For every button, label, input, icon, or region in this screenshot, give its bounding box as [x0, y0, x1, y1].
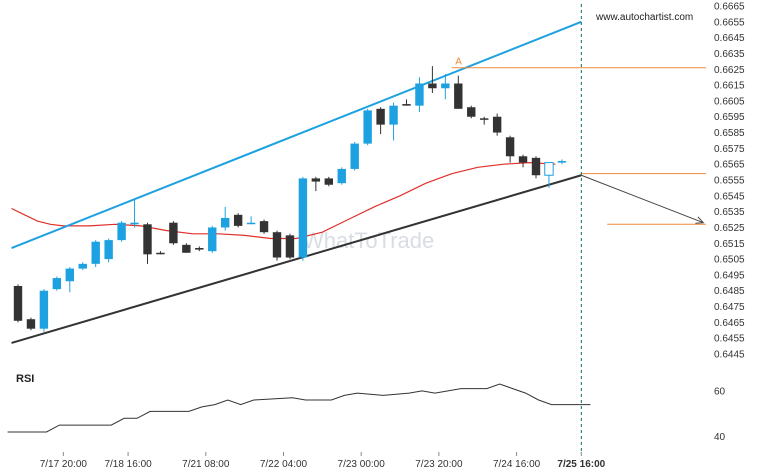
price-tick-label: 0.6555 — [714, 176, 745, 187]
price-tick-label: 0.6565 — [714, 160, 745, 171]
candle-body — [480, 118, 489, 120]
candle-body — [415, 83, 424, 106]
channel-layer — [11, 20, 582, 344]
levels-layer — [451, 67, 706, 225]
forecast-arrow-line — [581, 174, 704, 224]
candle-body — [259, 221, 269, 233]
pattern-point-label: A — [455, 57, 462, 68]
candle-body — [78, 263, 87, 269]
forecast-arrow-head — [695, 216, 705, 224]
candle-body — [285, 235, 295, 258]
moving-average-line — [11, 161, 556, 240]
rsi-tick-label: 40 — [714, 432, 726, 443]
price-axis: 0.6665 0.6655 0.6645 0.6635 0.6625 0.6615 0.66… — [714, 2, 745, 361]
price-tick-label: 0.6465 — [714, 318, 745, 329]
candle-body — [337, 168, 346, 184]
price-tick-label: 0.6625 — [714, 65, 745, 76]
candles-layer — [13, 66, 567, 332]
candle-body — [272, 232, 282, 258]
price-tick-label: 0.6605 — [714, 96, 745, 107]
price-tick-label: 0.6515 — [714, 239, 745, 250]
candle-body — [26, 319, 36, 329]
candle-body — [91, 241, 100, 264]
candle-body — [350, 143, 359, 169]
candle-body — [13, 285, 23, 321]
candle-body — [117, 222, 126, 241]
price-tick-label: 0.6595 — [714, 112, 745, 123]
candle-body — [182, 244, 191, 253]
time-tick-label: 7/21 08:00 — [182, 459, 230, 470]
time-tick-label: 7/23 20:00 — [415, 459, 463, 470]
candle-body — [531, 157, 541, 176]
price-tick-label: 0.6635 — [714, 49, 745, 60]
rsi-line — [7, 383, 591, 433]
source-text: www.autochartist.com — [595, 12, 693, 23]
candle-body — [363, 110, 372, 144]
candle-body — [402, 104, 411, 106]
candle-body — [130, 222, 139, 225]
candle-body — [428, 83, 437, 89]
candle-body — [441, 83, 450, 89]
price-tick-label: 0.6505 — [714, 255, 745, 266]
candle-body — [467, 107, 476, 117]
time-tick-label: 7/17 20:00 — [40, 459, 88, 470]
candle-body — [492, 116, 502, 133]
candle-body — [233, 214, 243, 226]
rsi-tick-label: 60 — [714, 386, 726, 397]
price-tick-label: 0.6455 — [714, 334, 745, 345]
price-tick-label: 0.6475 — [714, 302, 745, 313]
time-tick-label: 7/25 16:00 — [557, 459, 605, 470]
time-tick-label: 7/18 16:00 — [104, 459, 152, 470]
candle-body — [39, 290, 49, 329]
price-tick-label: 0.6575 — [714, 144, 745, 155]
price-tick-label: 0.6615 — [714, 81, 745, 92]
watermark: WhatToTrade — [303, 228, 434, 253]
candle-body — [246, 222, 256, 225]
candle-body — [505, 137, 515, 157]
candle-body — [518, 156, 528, 163]
price-tick-label: 0.6655 — [714, 17, 745, 28]
candle-body — [221, 217, 230, 228]
moving-average-layer — [11, 161, 556, 240]
candle-body — [454, 83, 463, 109]
time-tick-label: 7/24 16:00 — [493, 459, 541, 470]
candle-body — [324, 178, 333, 185]
price-tick-label: 0.6485 — [714, 286, 745, 297]
time-tick-label: 7/23 00:00 — [338, 459, 386, 470]
candle-body — [52, 278, 62, 290]
candle-body — [169, 222, 178, 244]
candle-body — [311, 178, 321, 182]
rsi-label: RSI — [16, 373, 34, 385]
candle-body — [208, 227, 217, 252]
watermark-text: WhatToTrade — [303, 228, 434, 253]
candle-body — [298, 178, 308, 258]
time-axis: 7/17 20:00 7/18 16:00 7/21 08:00 7/22 04:00… — [40, 452, 606, 470]
price-tick-label: 0.6525 — [714, 223, 745, 234]
candle-body — [143, 224, 152, 255]
time-tick-label: 7/22 04:00 — [260, 459, 308, 470]
candle-body — [389, 105, 398, 125]
price-tick-label: 0.6665 — [714, 2, 745, 13]
channel-lower-line — [11, 174, 582, 344]
price-tick-label: 0.6585 — [714, 128, 745, 139]
candle-body — [65, 268, 74, 282]
channel-upper-line — [11, 20, 582, 249]
candle-body — [104, 240, 113, 260]
price-tick-label: 0.6545 — [714, 191, 745, 202]
candle-body — [195, 248, 204, 250]
price-tick-label: 0.6445 — [714, 350, 745, 361]
candle-body — [376, 108, 385, 125]
price-tick-label: 0.6495 — [714, 270, 745, 281]
rsi-panel: 60 40 — [7, 383, 726, 443]
markers-layer: A — [455, 57, 705, 224]
price-tick-label: 0.6535 — [714, 207, 745, 218]
candle-body — [557, 161, 567, 163]
price-tick-label: 0.6645 — [714, 33, 745, 44]
candle-body — [544, 162, 554, 176]
candle-body — [156, 252, 165, 255]
